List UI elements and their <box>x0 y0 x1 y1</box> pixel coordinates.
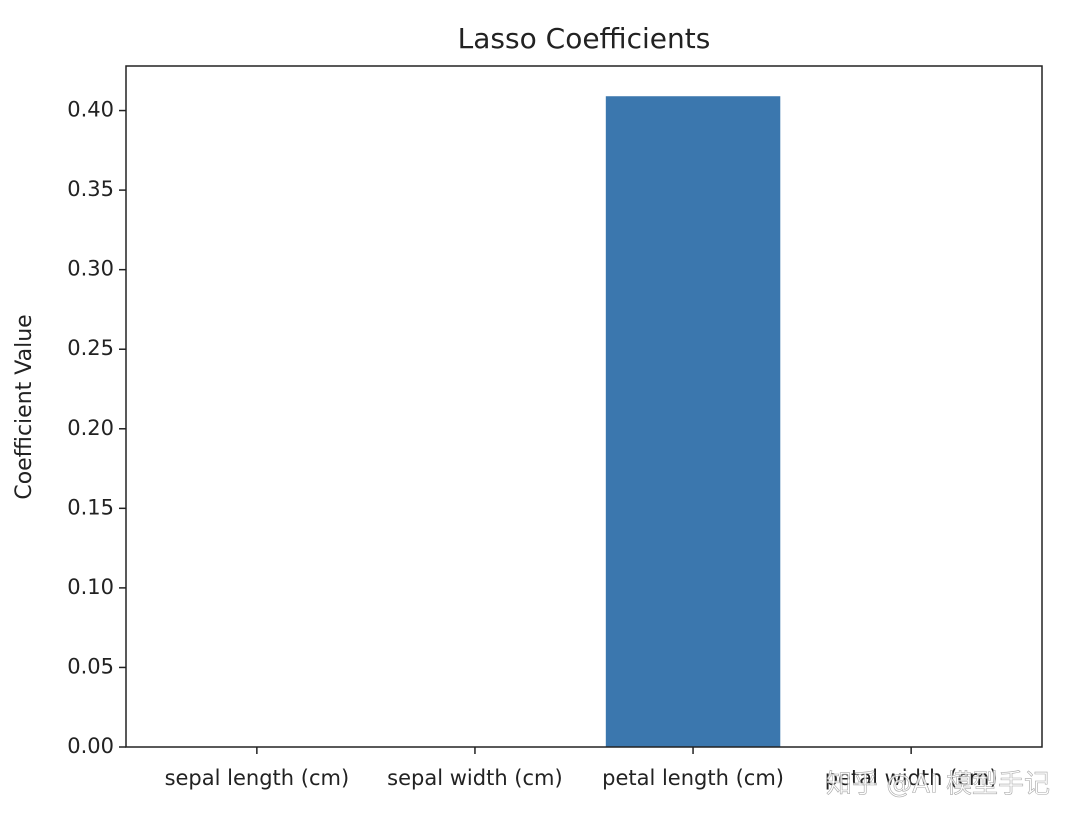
y-tick-label: 0.35 <box>67 177 114 201</box>
plot-frame <box>125 65 1043 748</box>
y-tick-label: 0.40 <box>67 98 114 122</box>
x-tick-label: petal width (cm) <box>825 766 998 790</box>
bar <box>605 96 781 747</box>
watermark: 知乎 @AI 模型手记 <box>826 770 1050 800</box>
y-tick-label: 0.15 <box>67 495 114 519</box>
y-tick-label: 0.30 <box>67 257 114 281</box>
x-tick-label: petal length (cm) <box>602 766 784 790</box>
y-axis-label: Coefficient Value <box>12 314 37 499</box>
x-tick-label: sepal length (cm) <box>165 766 350 790</box>
y-tick-label: 0.05 <box>67 654 114 678</box>
x-tick-label: sepal width (cm) <box>387 766 563 790</box>
y-tick-label: 0.20 <box>67 416 114 440</box>
y-tick-label: 0.00 <box>67 734 114 758</box>
chart-title: Lasso Coefficients <box>458 22 711 55</box>
y-tick-label: 0.10 <box>67 575 114 599</box>
y-tick-label: 0.25 <box>67 336 114 360</box>
